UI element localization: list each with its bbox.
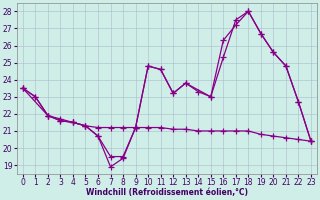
X-axis label: Windchill (Refroidissement éolien,°C): Windchill (Refroidissement éolien,°C) (86, 188, 248, 197)
